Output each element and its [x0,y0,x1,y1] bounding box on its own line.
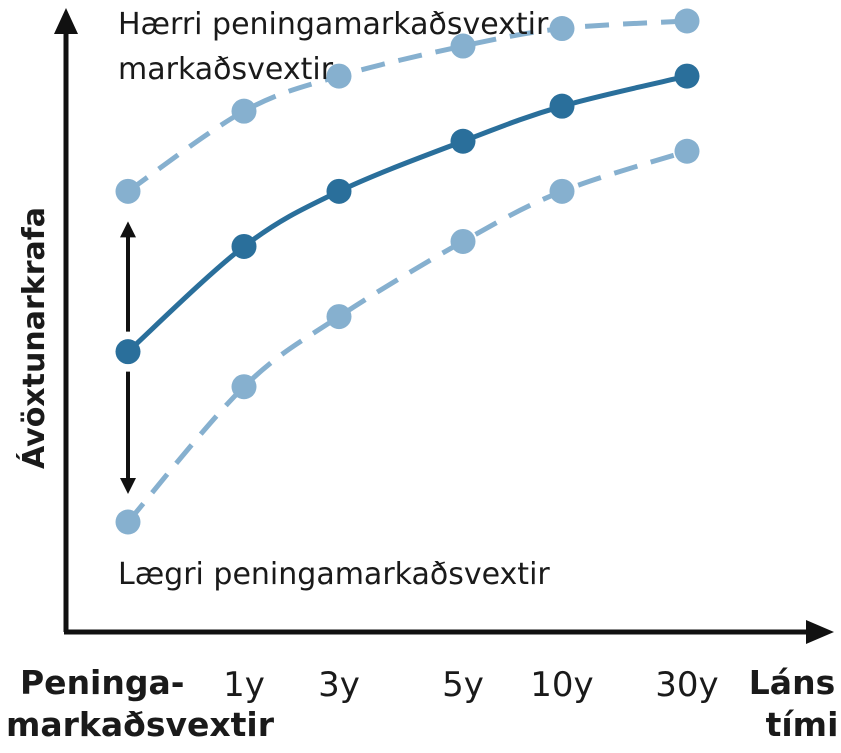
x-start-label-line2: markaðsvextir [6,705,275,744]
data-point-current-0 [115,339,141,365]
arrow-down-head-icon [120,478,136,494]
data-point-higher-5 [674,8,700,34]
x-tick-label-5y: 5y [442,665,484,705]
data-point-current-5 [674,63,700,89]
data-point-lower-4 [549,178,575,204]
x-axis-label-line2: tími [766,705,839,744]
data-point-lower-0 [115,509,141,535]
data-point-higher-2 [326,63,352,89]
data-point-lower-5 [674,138,700,164]
x-tick-label-3y: 3y [318,665,360,705]
x-tick-label-10y: 10y [530,665,593,705]
series-higher [115,8,700,204]
lower-rates-annotation: Lægri peningamarkaðsvextir [118,557,550,592]
higher-rates-annotation-line1: Hærri peningamarkaðsvextir [118,7,549,42]
series-current [115,63,700,365]
double-arrow [120,221,136,494]
series-lower [115,138,700,535]
x-axis-label-line1: Láns [749,663,835,702]
data-point-lower-1 [231,374,257,400]
series-layer [115,8,700,535]
y-axis-label: Ávöxtunarkrafa [16,207,52,469]
higher-rates-annotation-line2: markaðsvextir [118,52,334,87]
series-line-lower [126,148,688,524]
data-point-current-4 [549,93,575,119]
x-tick-label-1y: 1y [223,665,265,705]
data-point-current-3 [450,128,476,154]
arrow-up-head-icon [120,221,136,238]
data-point-higher-4 [549,16,575,42]
series-line-higher [126,18,688,194]
data-point-higher-0 [115,178,141,204]
data-point-current-1 [231,233,257,259]
x-axis-arrow-icon [806,620,834,644]
data-point-higher-3 [450,33,476,59]
x-tick-labels: 1y 3y 5y 10y 30y [223,665,719,705]
x-tick-label-30y: 30y [655,665,718,705]
x-start-label-line1: Peninga- [20,663,184,702]
data-point-current-2 [326,178,352,204]
data-point-higher-1 [231,98,257,124]
data-point-lower-2 [326,304,352,330]
y-axis-arrow-icon [54,8,78,34]
series-line-current [126,73,688,354]
data-point-lower-3 [450,228,476,254]
